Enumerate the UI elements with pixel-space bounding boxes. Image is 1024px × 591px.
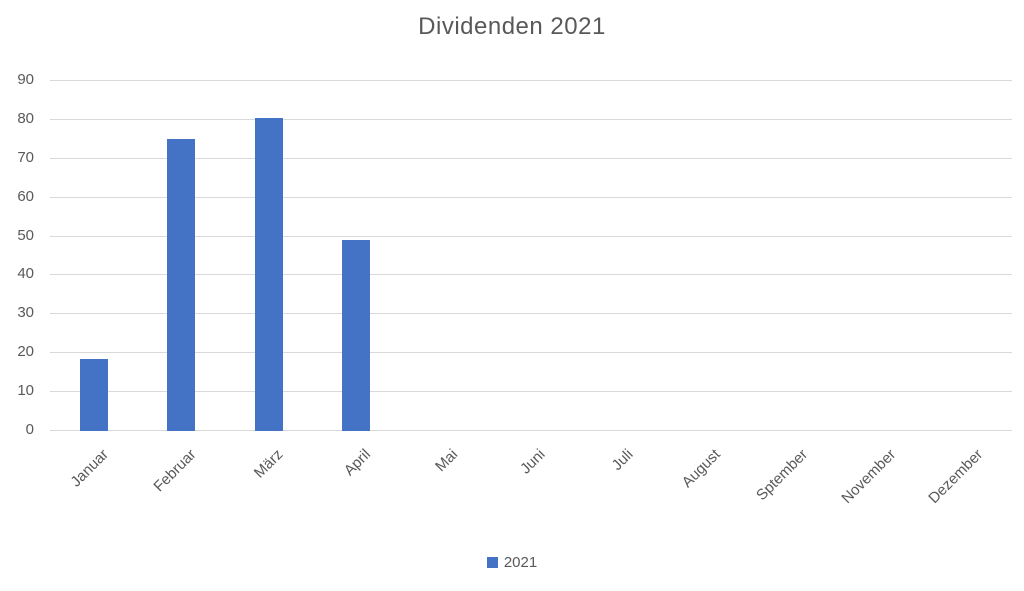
y-axis-tick-label: 40: [17, 265, 34, 283]
y-axis-tick-label: 0: [25, 421, 34, 438]
x-axis-label-februar: Februar: [150, 446, 200, 496]
gridline: [50, 391, 1012, 392]
legend-label: 2021: [503, 554, 538, 571]
x-axis-label-m-rz: März: [251, 446, 287, 482]
legend-swatch-icon: [486, 557, 498, 568]
y-axis-tick-label: 60: [17, 187, 34, 205]
bar-april: [342, 240, 370, 431]
x-axis-label-august: August: [678, 446, 724, 492]
chart-title: Dividenden 2021: [418, 13, 606, 40]
y-axis-tick-label: 50: [17, 226, 34, 244]
gridline: [50, 236, 1012, 237]
bar-januar: [80, 359, 108, 431]
y-axis-tick-label: 70: [17, 148, 34, 166]
x-axis-label-sptember: Sptember: [753, 446, 812, 505]
gridline: [50, 352, 1012, 353]
bar-februar: [167, 139, 195, 431]
x-axis-label-januar: Januar: [67, 446, 112, 491]
gridline: [50, 158, 1012, 159]
plot-area: [50, 80, 1012, 431]
x-axis-label-november: November: [837, 446, 899, 507]
bar-m-rz: [255, 117, 283, 431]
y-axis-tick-label: 30: [17, 304, 34, 322]
x-axis-label-juli: Juli: [608, 446, 637, 474]
y-axis-tick-label: 10: [17, 382, 34, 400]
y-axis-tick-label: 20: [17, 343, 34, 361]
gridline: [50, 313, 1012, 314]
gridline: [50, 119, 1012, 120]
x-axis-line: [50, 430, 1012, 431]
legend: 2021: [0, 554, 1024, 571]
x-axis-label-mai: Mai: [432, 446, 462, 476]
x-axis-label-juni: Juni: [517, 446, 550, 478]
x-axis-label-april: April: [340, 446, 375, 480]
gridline: [50, 274, 1012, 275]
gridline: [50, 80, 1012, 81]
y-axis-tick-label: 80: [17, 109, 34, 127]
y-axis-tick-label: 90: [17, 71, 34, 88]
x-axis-label-dezember: Dezember: [925, 446, 987, 507]
gridline: [50, 197, 1012, 198]
